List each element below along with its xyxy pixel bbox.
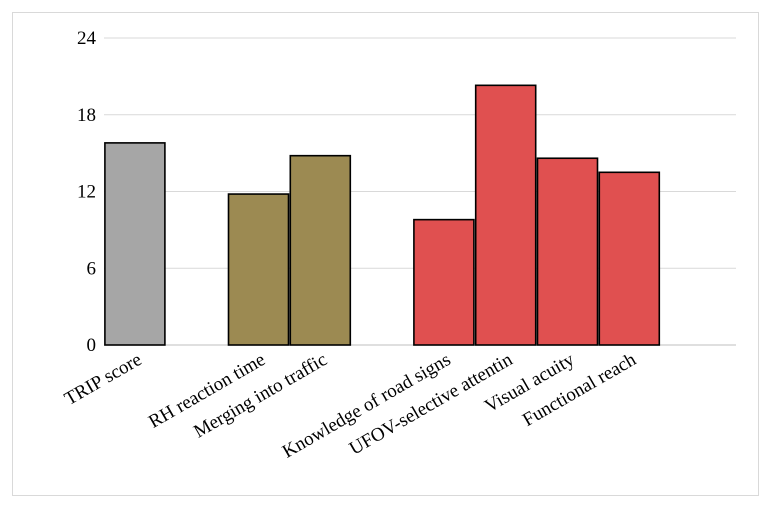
bar (536, 157, 599, 346)
x-tick-label: TRIP score (61, 349, 145, 410)
bar (227, 193, 290, 346)
bar (413, 218, 475, 346)
y-tick-label: 12 (77, 182, 96, 203)
bar (104, 142, 166, 346)
y-tick-label: 0 (87, 335, 97, 356)
bar (598, 171, 661, 346)
y-tick-label: 18 (77, 105, 96, 126)
y-tick-label: 24 (77, 28, 97, 49)
y-tick-label: 6 (87, 258, 97, 279)
chart-frame: 0 6 12 18 24 TRIP score RH reaction time Mergin… (12, 12, 759, 496)
bar (289, 154, 352, 346)
bar (474, 84, 537, 346)
